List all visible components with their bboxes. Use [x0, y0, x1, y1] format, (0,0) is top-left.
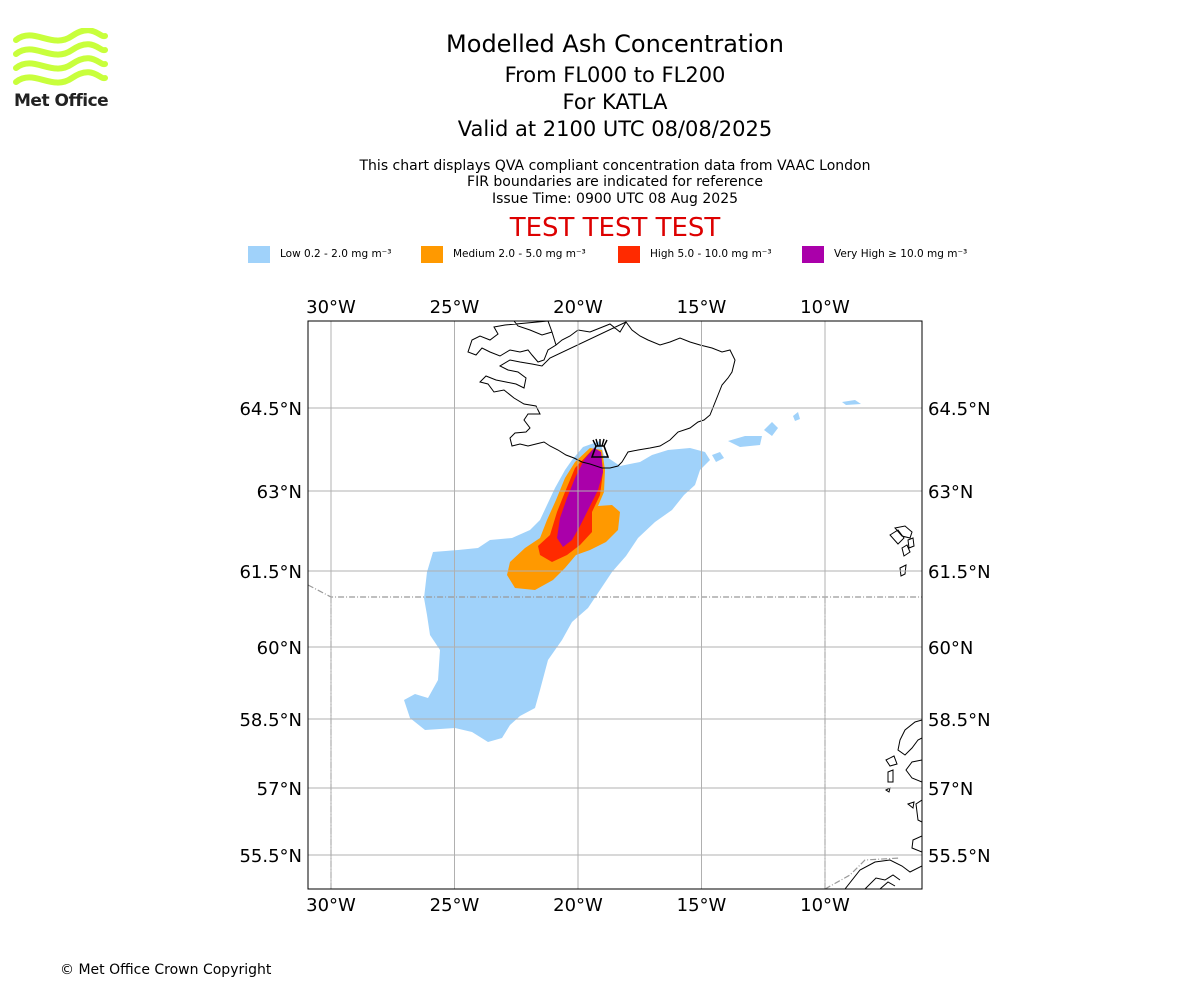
legend-label-low: Low 0.2 - 2.0 mg m⁻³ [280, 248, 392, 260]
fir-boundaries [308, 584, 922, 889]
lon-label-top: 25°W [430, 297, 480, 318]
ash-low-region [404, 441, 710, 742]
ash-low-patch-east-5 [712, 452, 724, 462]
legend-label-medium: Medium 2.0 - 5.0 mg m⁻³ [453, 248, 586, 260]
lon-label-bottom: 15°W [677, 895, 727, 916]
lat-label-left: 63°N [257, 482, 302, 503]
test-banner: TEST TEST TEST [509, 213, 721, 243]
ash-low-patch-east-3 [793, 412, 800, 421]
map-frame [307, 320, 923, 890]
legend-swatch-high [618, 245, 640, 263]
legend-item-very-high: Very High ≥ 10.0 mg m⁻³ [802, 244, 967, 264]
lon-label-bottom: 30°W [306, 895, 356, 916]
chart-title: Modelled Ash Concentration [446, 30, 784, 58]
graticule [308, 321, 922, 889]
legend-item-medium: Medium 2.0 - 5.0 mg m⁻³ [421, 244, 586, 264]
legend-item-low: Low 0.2 - 2.0 mg m⁻³ [248, 244, 391, 264]
legend-item-high: High 5.0 - 10.0 mg m⁻³ [618, 244, 772, 264]
subtitle-line-1: This chart displays QVA compliant concen… [359, 158, 871, 174]
volcano-name: For KATLA [562, 90, 668, 114]
faroe-islands [889, 525, 915, 577]
lon-label-bottom: 20°W [553, 895, 603, 916]
issue-time: Issue Time: 0900 UTC 08 Aug 2025 [491, 191, 739, 207]
ash-low-patch-east [728, 436, 762, 447]
lat-label-left: 57°N [257, 779, 302, 800]
legend-label-high: High 5.0 - 10.0 mg m⁻³ [650, 248, 772, 260]
lat-label-left: 60°N [257, 638, 302, 659]
ash-very-high-region [557, 448, 603, 547]
copyright-notice: © Met Office Crown Copyright [60, 962, 272, 978]
lat-label-right: 60°N [928, 638, 973, 659]
lat-label-right: 57°N [928, 779, 973, 800]
lat-label-right: 58.5°N [928, 710, 991, 731]
valid-time: Valid at 2100 UTC 08/08/2025 [457, 117, 773, 141]
scotland-coastline [844, 719, 922, 889]
lon-label-top: 15°W [677, 297, 727, 318]
ash-low-patch-east-4 [842, 400, 861, 405]
lat-label-right: 61.5°N [928, 562, 991, 583]
legend-swatch-low [248, 245, 270, 263]
legend-label-very-high: Very High ≥ 10.0 mg m⁻³ [834, 248, 968, 260]
iceland-coastline [467, 321, 736, 469]
brand-name: Met Office [14, 91, 109, 111]
flight-level-range: From FL000 to FL200 [504, 63, 726, 87]
lon-label-top: 30°W [306, 297, 356, 318]
met-office-logo-icon [13, 28, 108, 86]
lat-label-right: 64.5°N [928, 399, 991, 420]
lon-label-top: 10°W [800, 297, 850, 318]
lon-label-bottom: 10°W [800, 895, 850, 916]
volcano-icon [590, 438, 610, 458]
lat-label-left: 61.5°N [239, 562, 302, 583]
graticule-labels: 30°W 30°W 25°W 25°W 20°W 20°W 15°W 15°W 10°W 10°W… [239, 297, 990, 916]
lat-label-right: 63°N [928, 482, 973, 503]
ash-low-patch-east-2 [764, 422, 778, 436]
legend-swatch-medium [421, 245, 443, 263]
lat-label-left: 64.5°N [239, 399, 302, 420]
lat-label-left: 55.5°N [239, 846, 302, 867]
subtitle-line-2: FIR boundaries are indicated for referen… [467, 174, 763, 190]
lon-label-top: 20°W [553, 297, 603, 318]
ash-low-region-small [505, 710, 514, 720]
lat-label-left: 58.5°N [239, 710, 302, 731]
legend-swatch-very-high [802, 245, 824, 263]
lon-label-bottom: 25°W [430, 895, 480, 916]
lat-label-right: 55.5°N [928, 846, 991, 867]
